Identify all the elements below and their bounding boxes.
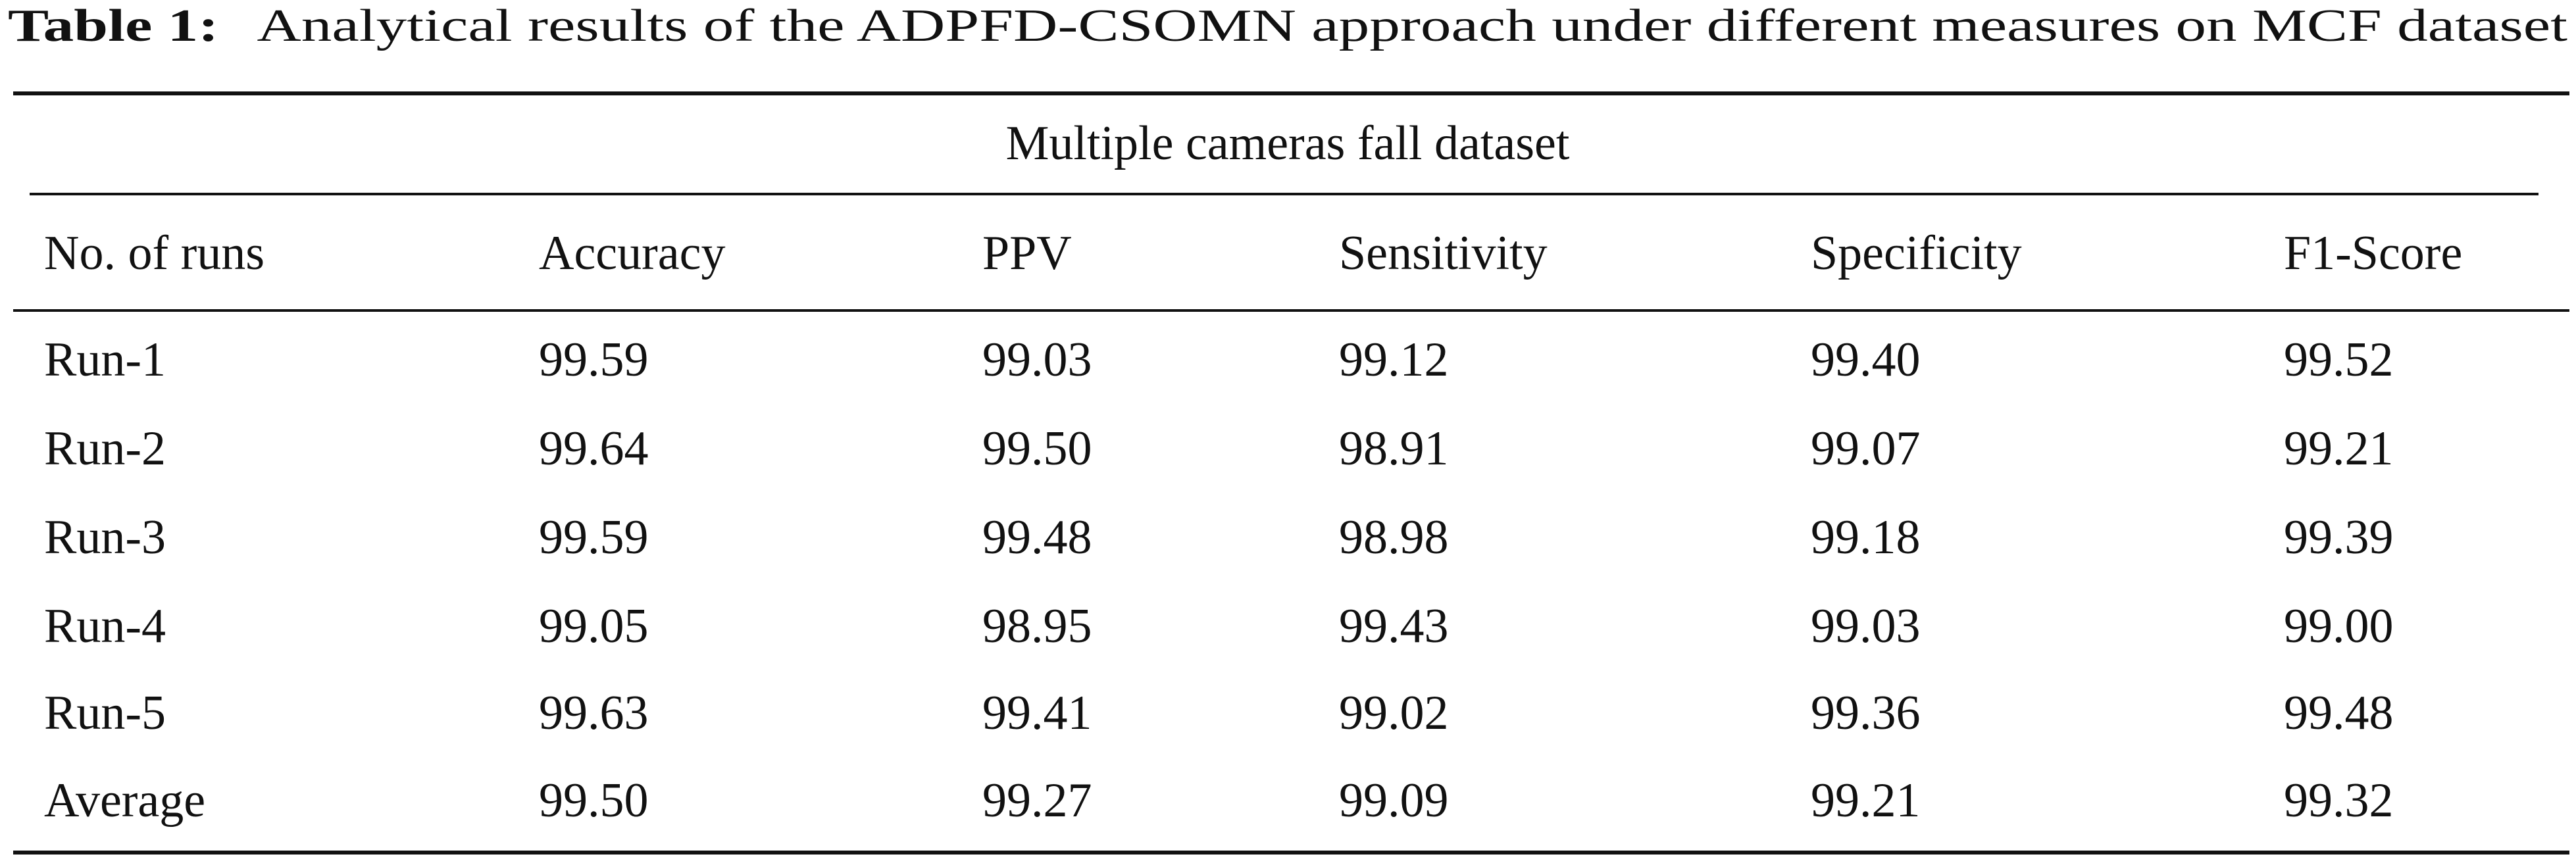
cell: 98.95 [982, 599, 1092, 653]
cell: 99.41 [982, 686, 1092, 740]
column-header: F1-Score [2284, 226, 2462, 280]
cell: 99.59 [539, 510, 649, 564]
cell: 99.64 [539, 422, 649, 476]
cell: 99.40 [1811, 333, 1921, 387]
caption-label: Table 1: [8, 1, 218, 51]
group-header: Multiple cameras fall dataset [1006, 116, 1570, 170]
cell: 99.18 [1811, 510, 1921, 564]
cell: 99.27 [982, 774, 1092, 828]
cell: 99.05 [539, 599, 649, 653]
cell: 99.03 [1811, 599, 1921, 653]
cell: 98.91 [1339, 422, 1449, 476]
cell: 99.48 [982, 510, 1092, 564]
column-header: Sensitivity [1339, 226, 1548, 280]
row-label: Run-3 [44, 510, 166, 564]
cell: 99.21 [1811, 774, 1921, 828]
row-label: Average [44, 774, 205, 828]
cell: 99.21 [2284, 422, 2394, 476]
row-label: Run-2 [44, 422, 166, 476]
cell: 99.09 [1339, 774, 1449, 828]
cell: 99.39 [2284, 510, 2394, 564]
cell: 99.43 [1339, 599, 1449, 653]
cell: 99.36 [1811, 686, 1921, 740]
cell: 98.98 [1339, 510, 1449, 564]
cell: 99.50 [539, 774, 649, 828]
row-label: Run-5 [44, 686, 166, 740]
column-header: Accuracy [539, 226, 725, 280]
cell: 99.50 [982, 422, 1092, 476]
caption: Table 1: Analytical results of the ADPFD… [8, 1, 2568, 51]
cell: 99.63 [539, 686, 649, 740]
cell: 99.02 [1339, 686, 1449, 740]
cell: 99.52 [2284, 333, 2394, 387]
column-header: No. of runs [44, 226, 265, 280]
caption-text: Analytical results of the ADPFD-CSOMN ap… [257, 1, 2567, 51]
row-label: Run-1 [44, 333, 166, 387]
column-header: PPV [982, 226, 1072, 280]
column-header: Specificity [1811, 226, 2022, 280]
cell: 99.00 [2284, 599, 2394, 653]
cell: 99.03 [982, 333, 1092, 387]
cell: 99.48 [2284, 686, 2394, 740]
cell: 99.32 [2284, 774, 2394, 828]
cell: 99.12 [1339, 333, 1449, 387]
row-label: Run-4 [44, 599, 166, 653]
cell: 99.07 [1811, 422, 1921, 476]
cell: 99.59 [539, 333, 649, 387]
